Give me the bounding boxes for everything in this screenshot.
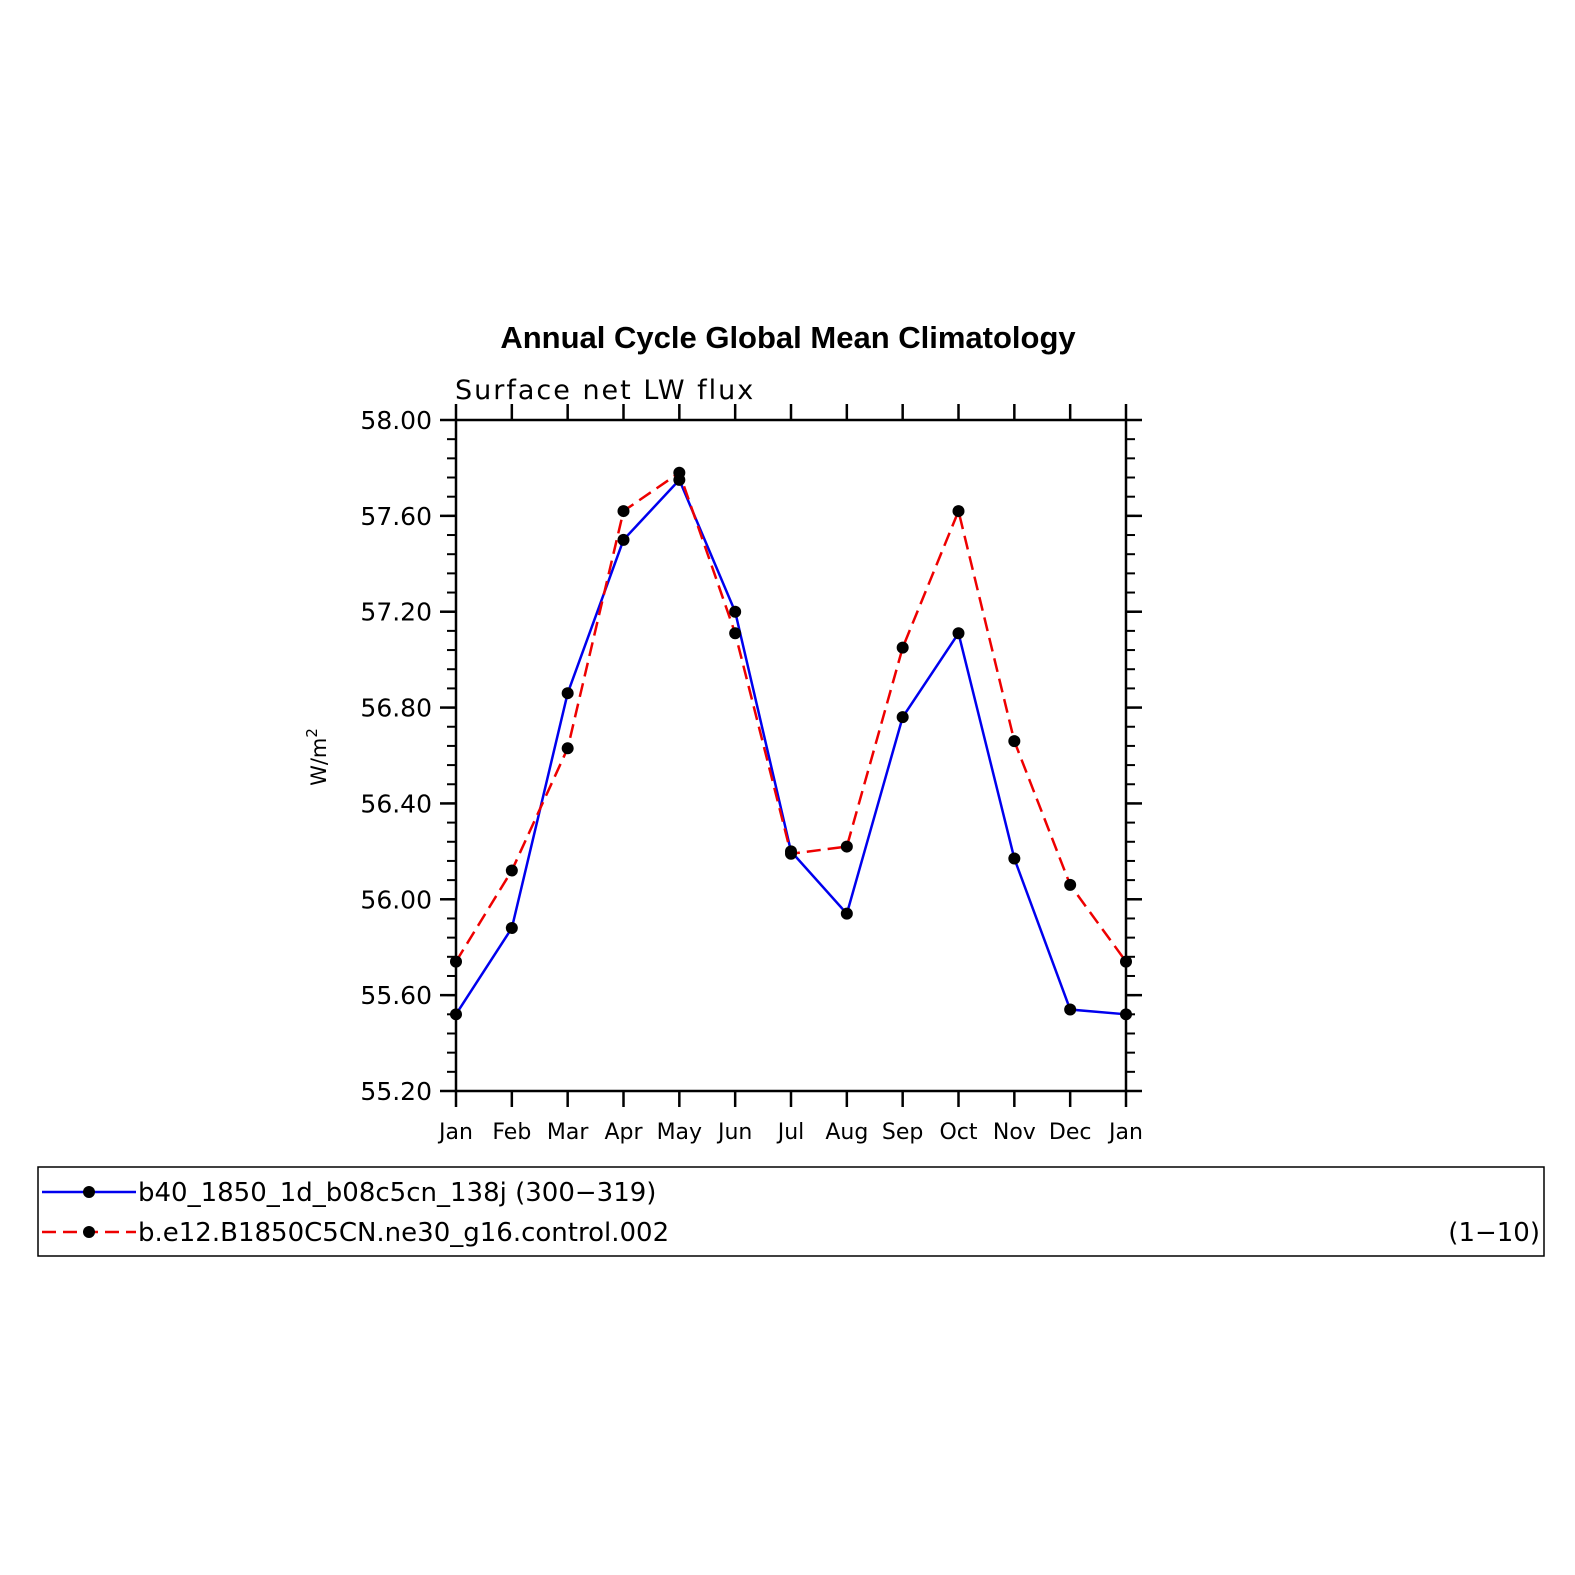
markers-layer	[450, 466, 1132, 1021]
legend-marker-2	[83, 1226, 95, 1238]
y-axis-label: W/m2	[303, 728, 331, 786]
series-1-point	[1064, 1003, 1077, 1016]
series-2-point	[561, 742, 574, 755]
chart-subtitle: Surface net LW flux	[455, 375, 755, 406]
x-tick-label: Jan	[437, 1120, 473, 1145]
y-axis-label-sup: 2	[303, 728, 321, 738]
series-2-point	[785, 847, 797, 860]
chart-title: Annual Cycle Global Mean Climatology	[500, 320, 1076, 355]
axis-ticks	[440, 404, 1142, 1107]
y-tick-label: 56.40	[360, 789, 432, 818]
y-tick-label: 56.00	[360, 885, 432, 914]
legend-label-1: b40_1850_1d_b08c5cn_138j (300−319)	[138, 1178, 656, 1208]
series-2-point	[1008, 735, 1021, 748]
series-2-point	[729, 627, 742, 640]
series-1-point	[896, 711, 909, 724]
x-tick-label: Dec	[1049, 1120, 1092, 1145]
x-tick-label: Jan	[1107, 1120, 1143, 1145]
y-tick-label: 58.00	[360, 406, 432, 435]
legend-box	[37, 1166, 1545, 1257]
x-tick-label: Aug	[825, 1120, 868, 1145]
legend-years-2: (1−10)	[1448, 1218, 1540, 1248]
series-2-point	[673, 466, 686, 479]
series-2-point	[505, 864, 518, 877]
x-tick-label: Nov	[993, 1120, 1036, 1145]
y-tick-label: 56.80	[360, 694, 432, 723]
series-2-point	[617, 505, 630, 518]
legend-label-2: b.e12.B1850C5CN.ne30_g16.control.002	[138, 1218, 669, 1248]
y-tick-label: 57.60	[360, 502, 432, 531]
series-1-point	[561, 687, 574, 700]
legend-entries: b40_1850_1d_b08c5cn_138j (300−319) b.e12.…	[42, 1178, 1540, 1248]
series-1-point	[1008, 852, 1021, 865]
series-layer	[454, 470, 1128, 1016]
x-tick-label: Jun	[716, 1120, 752, 1145]
series-1-point	[505, 922, 518, 935]
x-tick-label: Apr	[604, 1120, 643, 1145]
series-1-point	[617, 533, 630, 546]
series-2-point	[840, 840, 853, 853]
y-tick-label: 55.60	[360, 981, 432, 1010]
series-1-point	[952, 627, 965, 640]
series-1-point	[729, 605, 742, 618]
x-tick-label: Feb	[492, 1120, 531, 1145]
y-tick-label: 55.20	[360, 1077, 432, 1106]
x-tick-label: Oct	[939, 1120, 977, 1145]
x-tick-label: May	[657, 1120, 702, 1145]
series-2-point	[1064, 878, 1077, 891]
legend: b40_1850_1d_b08c5cn_138j (300−319) b.e12.…	[37, 1166, 1545, 1257]
x-tick-label: Sep	[882, 1120, 923, 1145]
y-axis-label-text: W/m	[307, 738, 331, 786]
series-2-point	[896, 641, 909, 654]
legend-marker-1	[83, 1186, 95, 1198]
series-2-point	[952, 505, 965, 518]
series-1-point	[840, 907, 853, 920]
series-line-1	[454, 477, 1127, 1016]
x-tick-label: Jul	[776, 1120, 805, 1145]
plot-frame	[454, 418, 1128, 1093]
tick-labels: 55.20 55.60 56.00 56.40 56.80 57.20 57.60 58.00…	[360, 406, 1143, 1145]
x-tick-label: Mar	[547, 1120, 589, 1145]
y-tick-label: 57.20	[360, 598, 432, 627]
